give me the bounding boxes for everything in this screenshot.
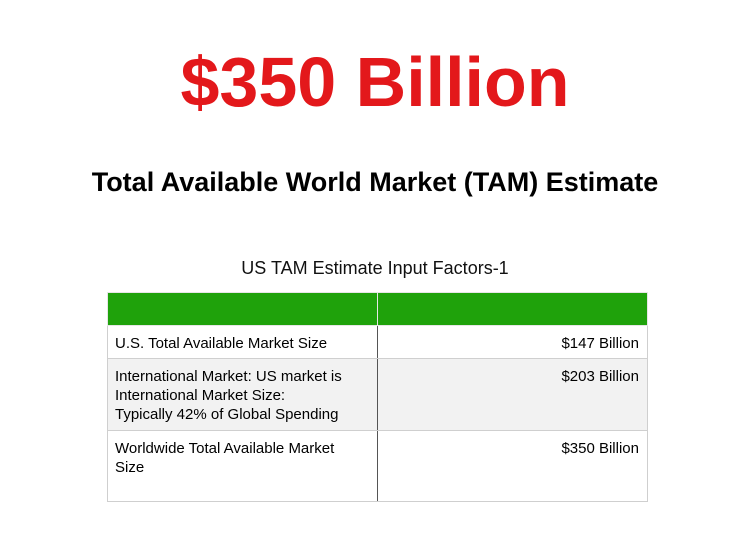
table-row: International Market: US market is Inter…: [107, 358, 649, 431]
header-cell-label: [107, 292, 378, 326]
row-label-line: Size: [115, 459, 145, 476]
table-caption: US TAM Estimate Input Factors-1: [241, 258, 509, 278]
tam-input-table: U.S. Total Available Market Size $147 Bi…: [107, 292, 649, 502]
row-label-cell: U.S. Total Available Market Size: [107, 325, 378, 359]
headline-value: $350 Billion: [180, 43, 570, 121]
row-label-line: Typically 42% of Global Spending: [115, 406, 339, 423]
row-label-line: International Market Size:: [115, 387, 286, 404]
row-label-line: U.S. Total Available Market Size: [115, 335, 328, 352]
row-label-line: Worldwide Total Available Market: [115, 440, 335, 457]
row-label-line: International Market: US market is: [115, 368, 342, 385]
header-cell-value: [376, 292, 649, 326]
table-row: Worldwide Total Available Market Size $3…: [107, 430, 649, 502]
slide-subtitle: Total Available World Market (TAM) Estim…: [91, 167, 659, 197]
row-value-cell: $350 Billion: [376, 430, 649, 502]
row-value-cell: $203 Billion: [376, 358, 649, 431]
row-label-cell: Worldwide Total Available Market Size: [107, 430, 378, 502]
table-row: U.S. Total Available Market Size $147 Bi…: [107, 325, 649, 359]
row-value-cell: $147 Billion: [376, 325, 649, 359]
table-header-row: [107, 292, 649, 326]
row-label-cell: International Market: US market is Inter…: [107, 358, 378, 431]
